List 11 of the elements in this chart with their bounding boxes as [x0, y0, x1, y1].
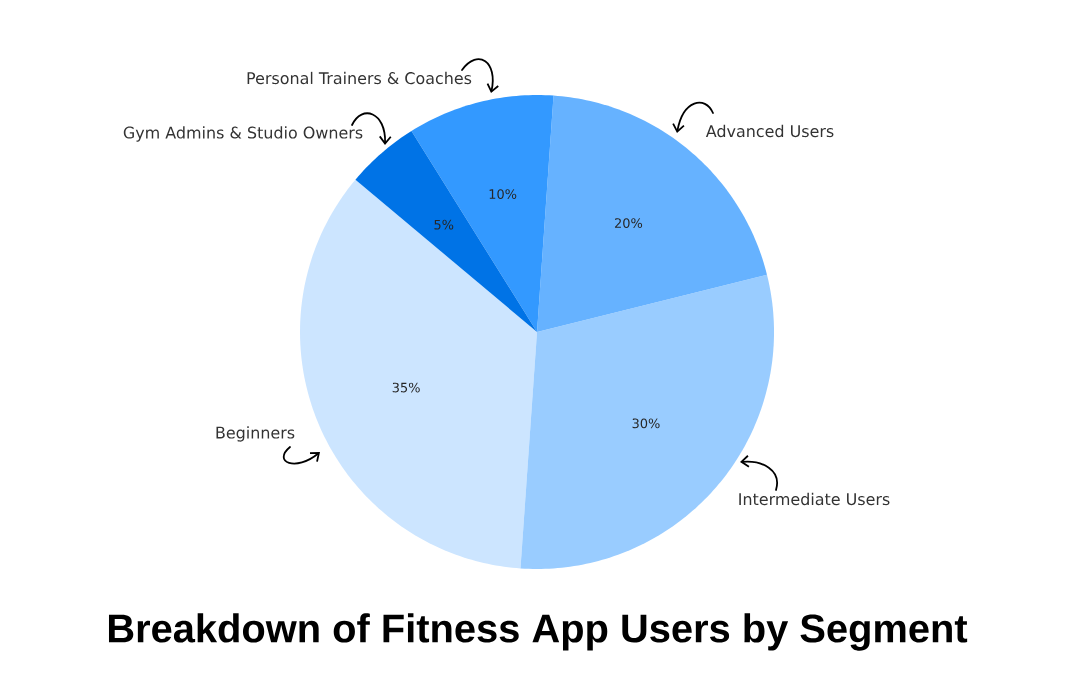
text: Breakdown of Fitness App Users by Segment: [108, 613, 968, 651]
data-label: 20%: [614, 218, 643, 228]
slice-label: Beginners: [216, 426, 295, 442]
data-label: 35%: [392, 382, 420, 393]
slice-label: Personal Trainers & Coaches: [247, 71, 472, 85]
slice-label: Gym Admins & Studio Owners: [123, 126, 363, 142]
data-label: 10%: [489, 189, 517, 199]
data-label: 5%: [434, 219, 454, 230]
data-label: 30%: [632, 418, 660, 429]
slice-label: Advanced Users: [705, 124, 834, 138]
slice-label: Intermediate Users: [739, 492, 890, 506]
